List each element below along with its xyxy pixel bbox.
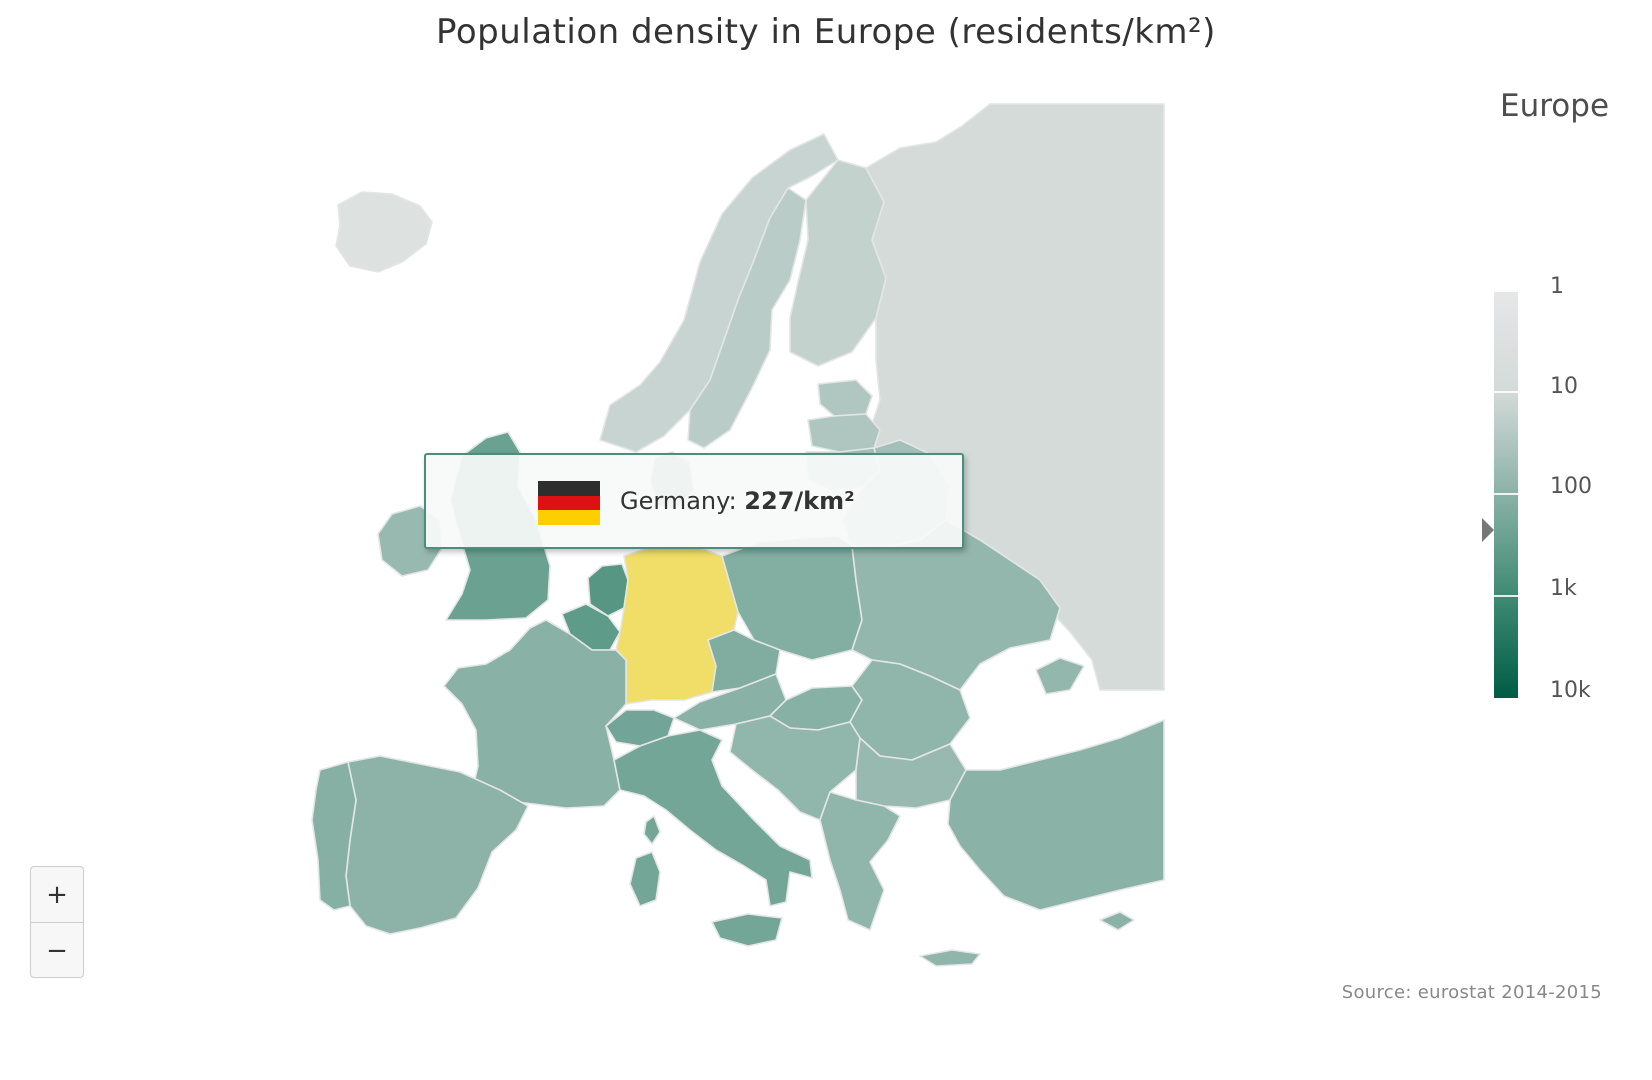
legend-label-100: 100 xyxy=(1550,474,1592,499)
source-credit: Source: eurostat 2014-2015 xyxy=(1341,982,1602,1003)
country-sardinia[interactable] xyxy=(629,851,661,907)
country-crete[interactable] xyxy=(919,949,981,967)
country-portugal[interactable] xyxy=(311,761,357,911)
zoom-out-button[interactable]: − xyxy=(31,923,83,978)
zoom-controls: + − xyxy=(30,866,84,978)
country-sicily[interactable] xyxy=(711,913,783,947)
country-turkey[interactable] xyxy=(947,719,1165,911)
country-switzerland[interactable] xyxy=(605,709,675,747)
country-cyprus[interactable] xyxy=(1099,911,1135,931)
country-estonia[interactable] xyxy=(817,379,873,417)
legend-color-scale xyxy=(1494,290,1518,698)
country-italy[interactable] xyxy=(613,729,813,907)
country-france[interactable] xyxy=(443,619,627,809)
zoom-in-button[interactable]: + xyxy=(31,867,83,922)
legend-label-10k: 10k xyxy=(1550,678,1591,703)
country-iceland[interactable] xyxy=(335,191,433,273)
country-greece[interactable] xyxy=(819,791,901,931)
country-tooltip: Germany: 227/km² xyxy=(424,453,964,549)
country-finland[interactable] xyxy=(789,159,887,367)
germany-flag-icon xyxy=(538,481,600,525)
map-title: Population density in Europe (residents/… xyxy=(436,12,1216,52)
legend-label-1: 1 xyxy=(1550,274,1564,299)
country-crimea[interactable] xyxy=(1035,657,1085,695)
tooltip-value: 227/km² xyxy=(744,487,855,515)
country-corsica[interactable] xyxy=(643,815,661,845)
legend-value-marker xyxy=(1482,518,1494,543)
country-sweden[interactable] xyxy=(687,187,807,449)
tooltip-text: Germany: 227/km² xyxy=(620,487,855,515)
legend-title: Europe xyxy=(1500,88,1610,124)
tooltip-country: Germany: xyxy=(620,487,737,515)
country-balkans[interactable] xyxy=(729,715,861,821)
legend-label-1k: 1k xyxy=(1550,576,1577,601)
country-latvia[interactable] xyxy=(807,413,881,453)
legend-label-10: 10 xyxy=(1550,374,1578,399)
